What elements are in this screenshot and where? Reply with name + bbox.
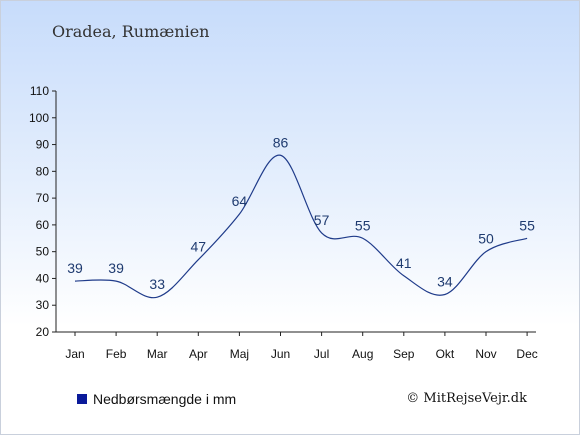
data-label: 33 (149, 276, 165, 292)
data-label: 64 (232, 193, 248, 209)
y-tick-label: 70 (36, 191, 50, 205)
y-tick-label: 20 (36, 325, 50, 339)
data-label: 41 (396, 255, 412, 271)
y-tick-label: 60 (36, 218, 50, 232)
x-tick-label: Maj (230, 347, 249, 361)
x-tick-label: Mar (147, 347, 168, 361)
precipitation-line (74, 154, 528, 299)
y-tick-label: 40 (36, 271, 50, 285)
data-label: 39 (67, 260, 83, 276)
x-tick-label: Jun (271, 347, 290, 361)
y-tick-label: 50 (36, 245, 50, 259)
y-tick-label: 80 (36, 164, 50, 178)
y-tick-label: 90 (36, 138, 50, 152)
x-tick-label: Jul (314, 347, 329, 361)
x-tick-label: Feb (106, 347, 127, 361)
x-tick-label: Sep (393, 347, 415, 361)
x-tick-label: Jan (65, 347, 84, 361)
y-tick-label: 100 (29, 111, 49, 125)
y-axis-ticks: 20 30 40 50 60 70 80 90 100 110 (29, 84, 56, 339)
legend-label: Nedbørsmængde i mm (93, 391, 237, 407)
x-tick-label: Okt (436, 347, 455, 361)
data-label: 50 (478, 231, 494, 247)
x-tick-label: Dec (516, 347, 537, 361)
axes (55, 91, 536, 333)
data-label: 86 (273, 134, 289, 150)
data-label: 34 (437, 274, 453, 290)
data-labels: 39 39 33 47 64 86 57 55 41 34 50 55 (67, 134, 535, 292)
data-label: 57 (314, 212, 330, 228)
legend-swatch (77, 394, 87, 404)
legend: Nedbørsmængde i mm (77, 391, 236, 407)
y-tick-label: 110 (30, 84, 49, 98)
data-label: 39 (108, 260, 124, 276)
x-tick-label: Aug (352, 347, 373, 361)
credit-text: © MitRejseVejr.dk (406, 391, 527, 406)
data-label: 47 (191, 239, 207, 255)
data-label: 55 (355, 217, 371, 233)
x-tick-label: Nov (475, 347, 496, 361)
x-tick-label: Apr (189, 347, 208, 361)
chart-subtitle: Oradea, Rumænien (52, 22, 210, 41)
y-tick-label: 30 (36, 298, 50, 312)
data-label: 55 (519, 217, 535, 233)
x-axis-ticks: Jan Feb Mar Apr Maj Jun Jul Aug Sep Okt Nov Dec (65, 332, 538, 361)
